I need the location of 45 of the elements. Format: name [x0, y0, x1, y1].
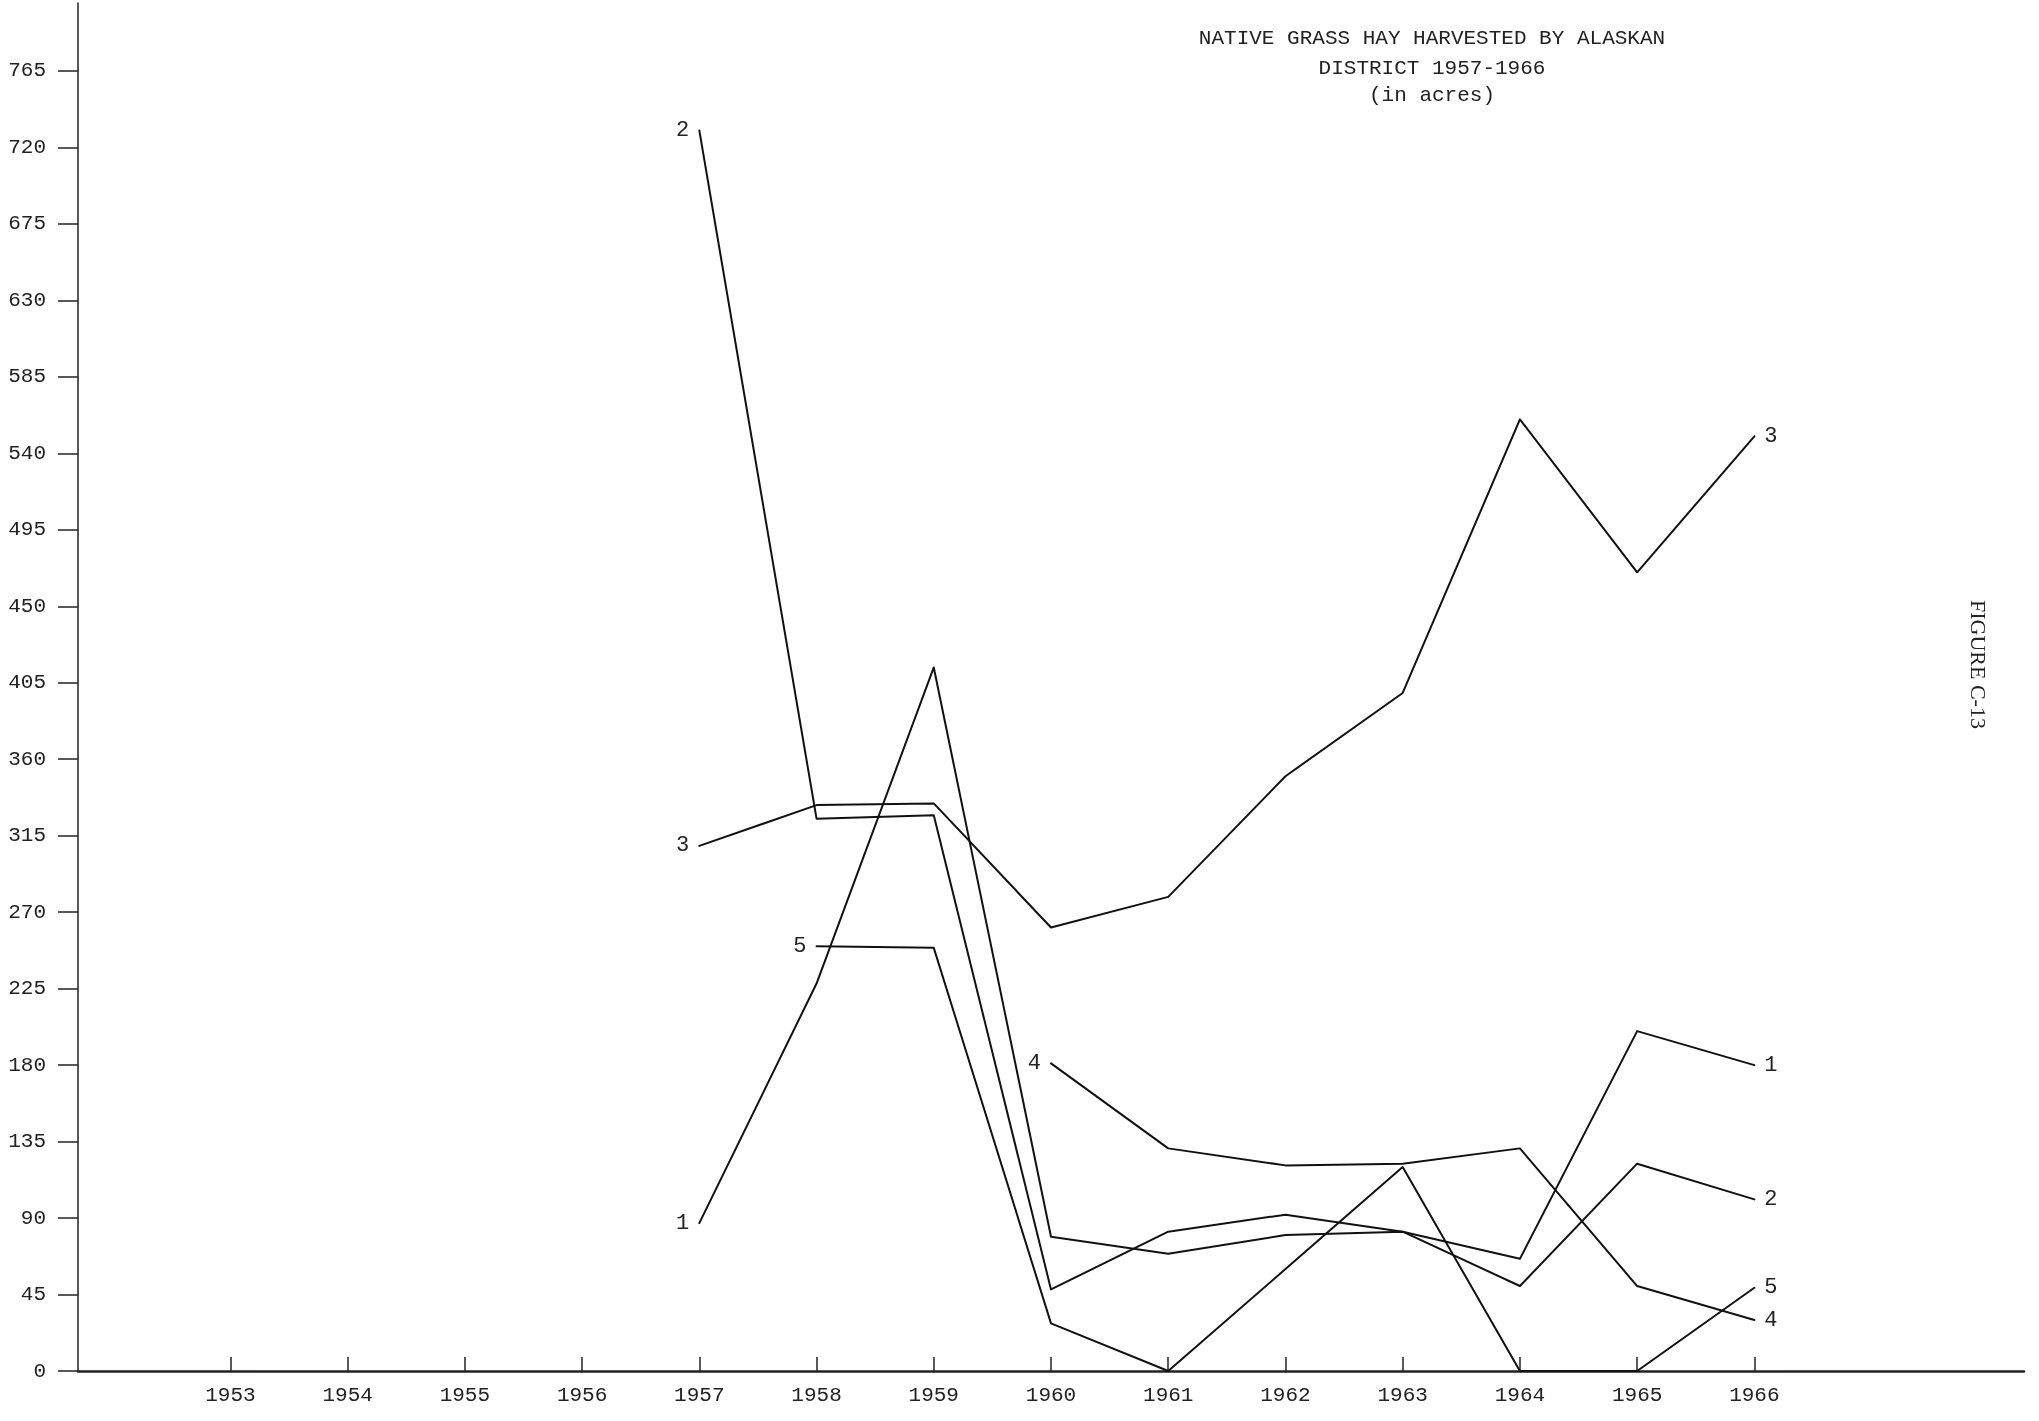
x-tick-label: 1956	[556, 1384, 608, 1407]
y-tick-label: 450	[8, 594, 46, 618]
y-tick-label: 360	[8, 747, 46, 771]
y-tick-label: 585	[8, 365, 46, 389]
y-tick-label: 720	[8, 135, 46, 159]
series-label: 2	[676, 117, 690, 143]
text: 3	[1764, 423, 1778, 449]
series-label: 1	[676, 1210, 690, 1236]
y-tick-label: 630	[8, 288, 46, 312]
text: NATIVE GRASS HAY HARVESTED BY ALASKAN DISTRICT 1957-1966	[1198, 26, 1666, 80]
series-label: 4	[1027, 1050, 1041, 1076]
x-tick-label: 1957	[674, 1384, 725, 1407]
x-tick-label: 1959	[908, 1384, 959, 1407]
y-tick-label: 45	[20, 1283, 46, 1307]
y-tick-label: 90	[20, 1206, 46, 1230]
text: 4	[1764, 1307, 1778, 1333]
x-tick-label: 1965	[1611, 1384, 1663, 1407]
x-tick-label: 1966	[1729, 1384, 1780, 1407]
x-tick-label: 1963	[1377, 1384, 1428, 1407]
y-tick-label: 405	[8, 671, 46, 695]
y-tick-label: 540	[8, 441, 46, 465]
y-tick-label: 495	[8, 518, 46, 542]
y-tick-label: 315	[8, 824, 46, 848]
y-tick-label: 675	[8, 212, 46, 236]
y-tick-label: 135	[8, 1130, 46, 1154]
x-tick-label: 1960	[1025, 1384, 1077, 1407]
x-tick-label: 1953	[205, 1384, 256, 1407]
y-tick-label: 180	[8, 1053, 46, 1077]
text: (in acres)	[1368, 84, 1496, 107]
text: 1	[1764, 1052, 1778, 1078]
x-tick-label: 1962	[1260, 1384, 1311, 1407]
series-label: 5	[793, 933, 807, 959]
y-tick-label: 225	[8, 977, 46, 1001]
text: 2	[1764, 1186, 1778, 1212]
x-tick-label: 1961	[1143, 1384, 1194, 1407]
x-tick-label: 1964	[1494, 1384, 1546, 1407]
y-tick-label: 765	[8, 59, 46, 83]
x-tick-label: 1954	[322, 1384, 373, 1407]
y-tick-label: 0	[33, 1359, 46, 1383]
text: 5	[1764, 1275, 1778, 1301]
annotation: FIGURE C-13	[1965, 600, 1991, 729]
x-tick-label: 1955	[439, 1384, 491, 1407]
y-tick-label: 270	[8, 900, 46, 924]
series-label: 3	[676, 833, 690, 859]
x-tick-label: 1958	[791, 1384, 842, 1407]
